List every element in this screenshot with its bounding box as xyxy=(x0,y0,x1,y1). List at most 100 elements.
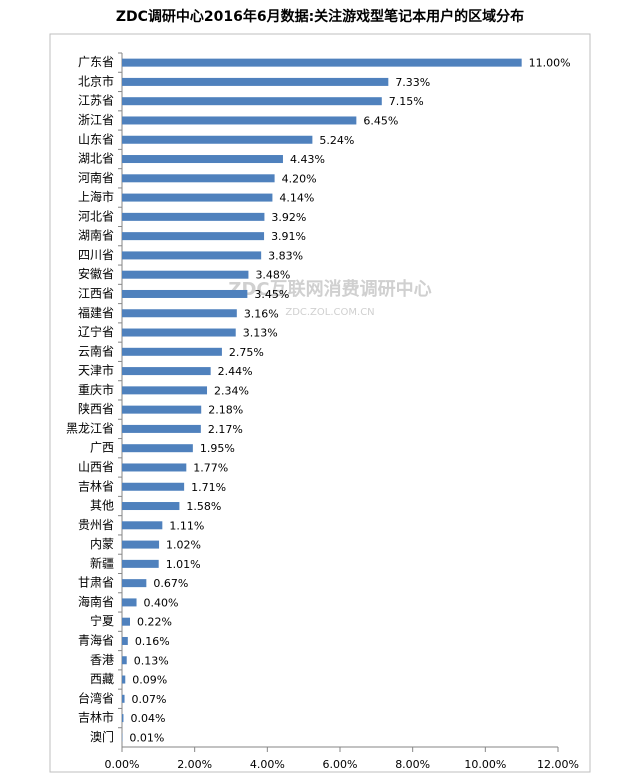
bar xyxy=(122,270,249,279)
y-tick-label: 新疆 xyxy=(90,555,114,570)
bar xyxy=(122,636,128,645)
bar xyxy=(122,174,275,183)
value-label: 0.67% xyxy=(153,577,188,590)
bar xyxy=(122,482,185,491)
bar xyxy=(122,617,130,626)
value-label: 0.13% xyxy=(134,654,169,667)
y-tick-label: 河北省 xyxy=(78,209,114,223)
bar xyxy=(122,694,125,703)
value-label: 2.17% xyxy=(208,423,243,436)
value-label: 2.75% xyxy=(229,346,264,359)
bar xyxy=(122,675,126,684)
y-tick-label: 内蒙 xyxy=(90,537,114,551)
chart-title: ZDC调研中心2016年6月数据:关注游戏型笔记本用户的区域分布 xyxy=(116,8,524,25)
bar xyxy=(122,155,283,164)
x-tick-label: 2.00% xyxy=(177,758,212,771)
value-label: 1.58% xyxy=(186,500,221,513)
x-tick-label: 0.00% xyxy=(105,758,140,771)
y-tick-label: 山西省 xyxy=(78,460,114,474)
bar xyxy=(122,598,137,607)
value-label: 2.18% xyxy=(208,404,243,417)
value-label: 1.11% xyxy=(169,519,204,532)
value-label: 0.16% xyxy=(135,635,170,648)
value-label: 1.77% xyxy=(193,461,228,474)
y-tick-label: 陕西省 xyxy=(78,401,114,416)
bar xyxy=(122,309,237,318)
bar xyxy=(122,714,124,723)
bar xyxy=(122,502,180,511)
y-tick-label: 广西 xyxy=(90,441,114,455)
x-tick-label: 10.00% xyxy=(464,758,506,771)
y-tick-label: 吉林市 xyxy=(78,710,114,725)
y-tick-label: 其他 xyxy=(90,499,114,513)
bar xyxy=(122,77,389,86)
bar xyxy=(122,347,222,356)
value-label: 1.02% xyxy=(166,539,201,552)
value-label: 3.16% xyxy=(244,307,279,320)
value-label: 2.34% xyxy=(214,384,249,397)
bar xyxy=(122,251,262,260)
bar xyxy=(122,656,127,665)
value-label: 11.00% xyxy=(529,57,571,70)
value-label: 0.07% xyxy=(132,693,167,706)
value-label: 0.22% xyxy=(137,616,172,629)
y-tick-label: 江苏省 xyxy=(78,94,114,108)
x-tick-label: 4.00% xyxy=(250,758,285,771)
value-label: 3.83% xyxy=(268,249,303,262)
y-tick-label: 重庆市 xyxy=(78,382,114,397)
bar xyxy=(122,97,382,106)
y-tick-label: 河南省 xyxy=(78,170,114,185)
value-label: 6.45% xyxy=(363,114,398,127)
y-tick-label: 辽宁省 xyxy=(78,324,114,339)
value-label: 3.13% xyxy=(243,327,278,340)
y-tick-label: 天津市 xyxy=(78,363,114,378)
y-tick-label: 浙江省 xyxy=(78,113,114,127)
y-tick-label: 西藏 xyxy=(90,672,114,686)
value-label: 1.95% xyxy=(200,442,235,455)
bar xyxy=(122,289,248,298)
bar xyxy=(122,463,187,472)
x-tick-label: 12.00% xyxy=(537,758,579,771)
value-label: 1.01% xyxy=(166,558,201,571)
y-tick-label: 四川省 xyxy=(78,248,114,262)
y-tick-label: 北京市 xyxy=(78,73,114,88)
chart-frame xyxy=(49,33,591,773)
bar xyxy=(122,444,193,453)
value-label: 0.09% xyxy=(132,674,167,687)
value-label: 0.01% xyxy=(129,731,164,744)
value-label: 3.45% xyxy=(254,288,289,301)
y-tick-label: 宁夏 xyxy=(90,613,114,628)
y-tick-label: 贵州省 xyxy=(78,518,114,532)
bar xyxy=(122,386,208,395)
bar xyxy=(122,116,357,125)
bar xyxy=(122,135,313,144)
bar xyxy=(122,232,265,241)
y-tick-label: 甘肃省 xyxy=(78,576,114,590)
bar xyxy=(122,193,273,202)
y-tick-label: 黑龙江省 xyxy=(66,421,114,435)
value-label: 0.40% xyxy=(144,596,179,609)
value-label: 3.48% xyxy=(255,269,290,282)
value-label: 7.15% xyxy=(389,95,424,108)
y-tick-label: 福建省 xyxy=(78,305,114,320)
bar xyxy=(122,367,211,376)
value-label: 2.44% xyxy=(218,365,253,378)
value-label: 3.91% xyxy=(271,230,306,243)
y-tick-label: 台湾省 xyxy=(78,690,114,705)
y-tick-label: 安徽省 xyxy=(78,266,114,281)
bar xyxy=(122,579,147,588)
value-label: 3.92% xyxy=(271,211,306,224)
value-label: 5.24% xyxy=(319,134,354,147)
bar xyxy=(122,58,522,67)
y-tick-label: 香港 xyxy=(90,653,114,667)
y-tick-label: 广东省 xyxy=(78,55,114,69)
value-label: 4.20% xyxy=(282,172,317,185)
x-tick-label: 6.00% xyxy=(323,758,358,771)
bar xyxy=(122,559,159,568)
y-tick-label: 青海省 xyxy=(78,632,114,647)
y-tick-label: 澳门 xyxy=(90,729,114,744)
watermark: ZDC.ZOL.COM.CN xyxy=(285,307,374,318)
value-label: 7.33% xyxy=(395,76,430,89)
